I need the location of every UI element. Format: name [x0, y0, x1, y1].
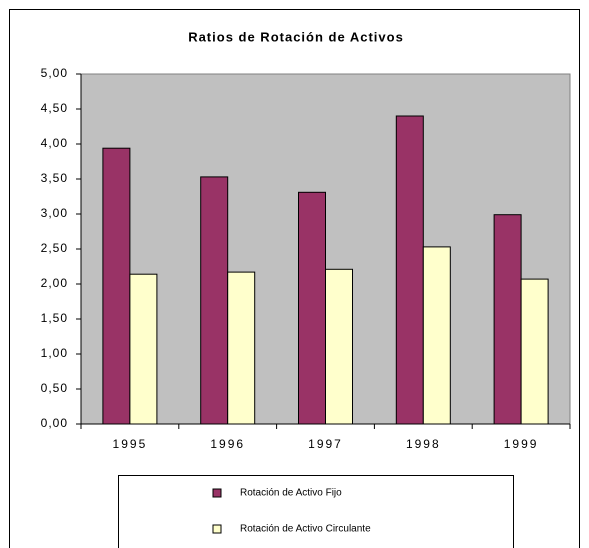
- y-tick-label: 5,00: [41, 66, 68, 80]
- bar: [422, 246, 451, 425]
- y-tick-label: 0,00: [41, 416, 68, 430]
- legend-swatch: [212, 488, 222, 498]
- y-tick-label: 3,00: [41, 206, 68, 220]
- x-tick-label: 1995: [113, 437, 148, 451]
- legend-swatch: [212, 524, 222, 534]
- y-tick-label: 0,50: [41, 381, 68, 395]
- y-tick-label: 1,50: [41, 311, 68, 325]
- y-tick-label: 4,50: [41, 101, 68, 115]
- bar: [493, 214, 522, 425]
- y-tick-label: 4,00: [41, 136, 68, 150]
- x-tick-label: 1996: [210, 437, 245, 451]
- bar: [298, 191, 326, 425]
- x-tick-label: 1998: [406, 437, 441, 451]
- y-tick-label: 2,50: [41, 241, 68, 255]
- legend-label: Rotación de Activo Circulante: [240, 524, 371, 535]
- y-tick-label: 3,50: [41, 171, 68, 185]
- bar: [227, 271, 256, 425]
- legend-box: [118, 475, 514, 548]
- bar: [520, 278, 549, 425]
- bar: [200, 176, 229, 425]
- bar: [129, 273, 158, 425]
- bar: [102, 147, 131, 425]
- chart-title: Ratios de Rotación de Activos: [188, 29, 404, 44]
- y-tick-label: 1,00: [41, 346, 68, 360]
- bar: [395, 115, 424, 425]
- y-tick-label: 2,00: [41, 276, 68, 290]
- x-tick-label: 1999: [504, 437, 539, 451]
- x-tick-label: 1997: [308, 437, 343, 451]
- bar: [325, 268, 353, 425]
- legend-label: Rotación de Activo Fijo: [240, 488, 342, 499]
